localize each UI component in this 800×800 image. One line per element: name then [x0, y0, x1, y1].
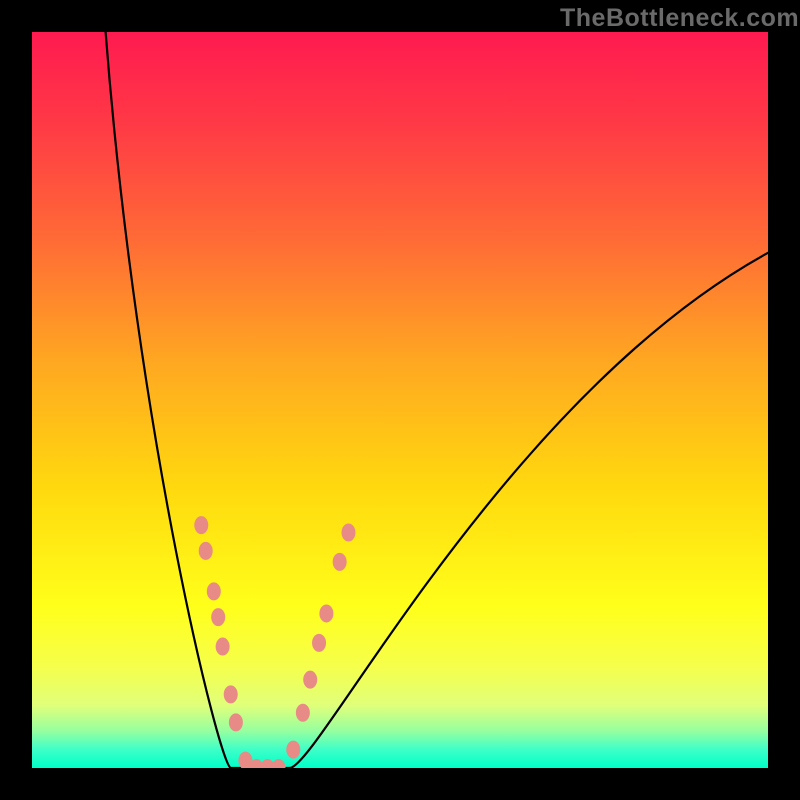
gradient-background — [32, 32, 768, 768]
data-marker — [224, 685, 238, 703]
data-marker — [312, 634, 326, 652]
data-marker — [207, 582, 221, 600]
watermark-text: TheBottleneck.com — [560, 4, 799, 33]
chart-svg — [32, 32, 768, 768]
data-marker — [296, 704, 310, 722]
data-marker — [229, 713, 243, 731]
data-marker — [211, 608, 225, 626]
data-marker — [333, 553, 347, 571]
plot-area — [32, 32, 768, 768]
data-marker — [319, 604, 333, 622]
data-marker — [286, 741, 300, 759]
data-marker — [216, 638, 230, 656]
chart-frame — [0, 0, 800, 800]
data-marker — [199, 542, 213, 560]
data-marker — [341, 523, 355, 541]
data-marker — [194, 516, 208, 534]
data-marker — [303, 671, 317, 689]
